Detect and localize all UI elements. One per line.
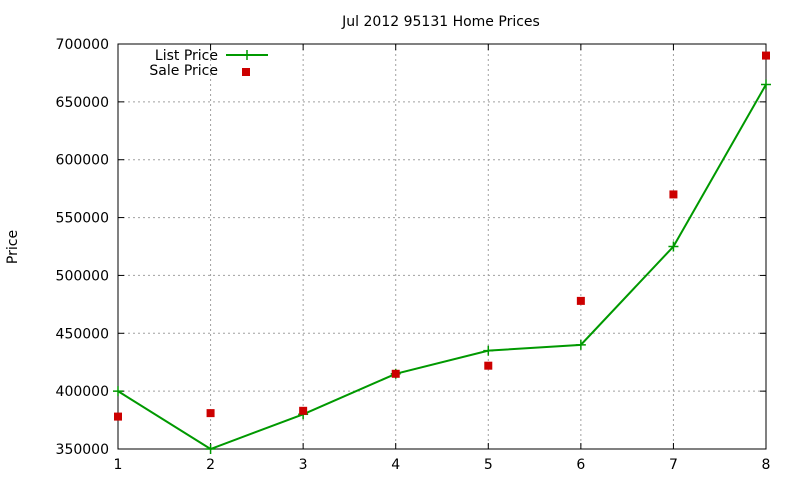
- y-tick-label: 550000: [56, 211, 109, 227]
- list-price-point: [483, 345, 494, 356]
- x-tick-label: 3: [299, 457, 308, 473]
- sale-price-point: [114, 412, 122, 421]
- x-tick-label: 1: [114, 457, 123, 473]
- list-price-point: [761, 79, 771, 90]
- x-tick-label: 8: [762, 457, 771, 473]
- x-tick-label: 2: [206, 457, 215, 473]
- y-tick-label: 700000: [56, 37, 109, 53]
- list-price-point: [205, 444, 216, 454]
- sale-price-point: [206, 409, 215, 418]
- y-tick-label: 400000: [56, 384, 109, 400]
- legend-marker-sale-price: [242, 68, 250, 76]
- grid-lines: [118, 44, 766, 449]
- y-tick-label: 650000: [56, 95, 109, 111]
- y-tick-label: 600000: [56, 153, 109, 169]
- y-axis-label: Price: [5, 230, 21, 264]
- data-series: [113, 51, 771, 454]
- x-tick-label: 5: [484, 457, 493, 473]
- x-tick-label: 6: [576, 457, 585, 473]
- chart-title: Jul 2012 95131 Home Prices: [341, 14, 540, 30]
- legend-label-list-price: List Price: [155, 48, 218, 64]
- sale-price-point: [484, 361, 493, 370]
- y-tick-label: 350000: [56, 442, 109, 458]
- sale-price-point: [299, 406, 308, 415]
- sale-price-point: [762, 51, 770, 60]
- x-tick-label: 7: [669, 457, 678, 473]
- legend-marker-list-price: [242, 50, 252, 60]
- legend-label-sale-price: Sale Price: [149, 63, 218, 79]
- list-price-point: [575, 339, 586, 350]
- sale-price-point: [576, 296, 585, 305]
- y-tick-label: 450000: [56, 326, 109, 342]
- sale-price-point: [669, 190, 678, 199]
- list-price-point: [668, 241, 679, 252]
- list-price-point: [113, 386, 123, 397]
- axes: 350000 400000 450000 500000 550000 600000 6500…: [56, 37, 771, 473]
- sale-price-point: [391, 369, 400, 378]
- y-tick-label: 500000: [56, 268, 109, 284]
- list-price-line: [117, 84, 767, 451]
- plot-frame: [117, 43, 767, 450]
- x-tick-label: 4: [391, 457, 400, 473]
